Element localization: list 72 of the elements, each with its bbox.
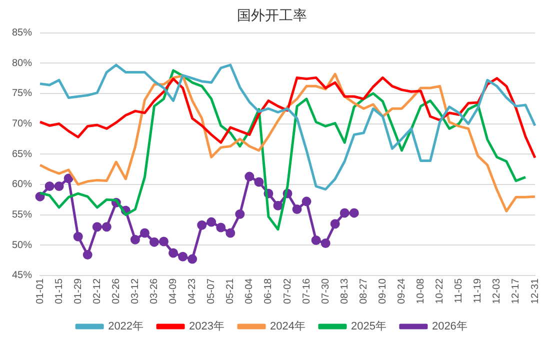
y-tick-label: 85% <box>12 28 32 39</box>
point <box>254 177 264 187</box>
x-tick-label: 11-19 <box>472 278 484 304</box>
point <box>92 222 102 232</box>
x-tick-label: 07-30 <box>320 278 332 304</box>
point <box>64 174 74 184</box>
x-tick-label: 01-15 <box>54 278 65 304</box>
point <box>340 208 350 218</box>
legend-label: 2025年 <box>350 320 386 333</box>
y-tick-label: 70% <box>12 118 32 130</box>
point <box>102 222 112 232</box>
x-tick-label: 11-05 <box>454 278 465 304</box>
x-tick-label: 10-22 <box>434 278 446 304</box>
point <box>330 219 340 229</box>
point <box>226 228 236 238</box>
x-tick-label: 06-18 <box>263 278 274 304</box>
y-tick-label: 60% <box>12 179 32 190</box>
legend-label: 2022年 <box>108 320 144 333</box>
point <box>35 192 45 202</box>
point <box>216 222 226 232</box>
y-tick-label: 55% <box>12 210 32 221</box>
y-tick-label: 80% <box>12 58 32 69</box>
y-tick-label: 50% <box>12 240 32 251</box>
point <box>73 232 83 242</box>
point <box>44 182 54 192</box>
x-tick-label: 04-09 <box>168 278 180 304</box>
point <box>149 237 159 247</box>
point <box>273 200 283 210</box>
point <box>311 235 321 245</box>
point <box>302 196 312 206</box>
x-tick-label: 02-26 <box>110 278 122 304</box>
legend-label: 2024年 <box>270 320 306 333</box>
x-tick-label: 05-21 <box>225 278 236 304</box>
x-tick-label: 10-08 <box>416 278 427 304</box>
x-tick-label: 12-31 <box>530 278 541 304</box>
x-tick-label: 12-17 <box>510 278 522 304</box>
point <box>130 234 140 244</box>
point <box>349 208 359 218</box>
legend-label: 2026年 <box>432 320 468 333</box>
x-tick-label: 09-10 <box>377 278 388 304</box>
x-tick-label: 02-12 <box>92 278 103 304</box>
point <box>292 204 302 214</box>
x-tick-label: 03-26 <box>148 278 160 304</box>
point <box>178 252 188 262</box>
x-tick-label: 08-13 <box>339 278 350 304</box>
x-tick-label: 09-24 <box>396 278 408 304</box>
point <box>206 217 216 227</box>
y-tick-label: 75% <box>12 88 32 100</box>
point <box>320 238 330 248</box>
x-tick-label: 04-23 <box>187 278 198 304</box>
legend-label: 2023年 <box>189 320 225 333</box>
point <box>159 236 169 246</box>
point <box>168 248 178 258</box>
x-tick-label: 01-29 <box>72 278 84 304</box>
x-tick-label: 08-27 <box>358 278 370 304</box>
chart-title: 国外开工率 <box>237 8 307 24</box>
x-tick-label: 05-07 <box>206 278 218 304</box>
x-tick-label: 01-01 <box>34 278 46 304</box>
x-tick-label: 06-04 <box>244 278 256 304</box>
point <box>140 228 150 238</box>
x-tick-label: 07-16 <box>301 278 312 304</box>
point <box>244 172 254 182</box>
point <box>188 254 198 264</box>
x-tick-label: 03-12 <box>130 278 141 304</box>
x-tick-label: 07-02 <box>282 278 294 304</box>
point <box>197 220 207 230</box>
point <box>54 182 64 192</box>
point <box>235 209 245 219</box>
y-tick-label: 65% <box>12 148 32 160</box>
point <box>82 250 92 260</box>
y-tick-label: 45% <box>12 270 32 282</box>
x-tick-label: 12-03 <box>492 278 503 304</box>
